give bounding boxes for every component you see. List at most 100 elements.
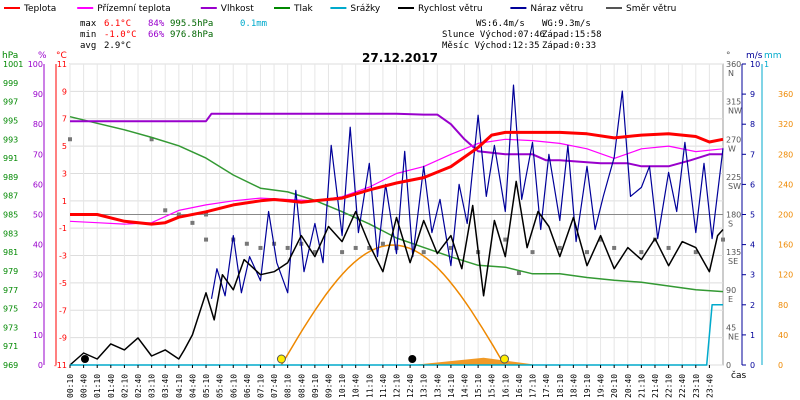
x-tick-label: 12:10 [393,374,402,398]
y-tick-rain-top: 1 [764,60,769,69]
y-tick-rain: 80 [778,301,788,310]
x-tick-label: 13:10 [420,374,429,398]
y-tick-humidity: 60 [33,180,43,189]
wind-dir-dot [258,245,263,250]
y-tick-pressure: 969 [3,361,18,370]
y-tick-humidity: 30 [33,271,43,280]
y-tick-wdir-name: N [728,69,734,78]
sun-marker [500,354,510,364]
x-tick-label: 16:10 [501,374,510,398]
unit-hpa: hPa [2,51,18,61]
legend-item: Náraz větru [530,4,583,14]
y-tick-temp: -11 [54,361,67,370]
x-tick-label: 07:40 [270,374,279,398]
x-tick-label: 04:40 [188,374,197,398]
unit-time: čas [731,370,746,381]
series-temp [70,130,724,226]
series-pressure [69,115,724,293]
x-tick-label: 19:10 [583,374,592,398]
x-tick-label: 22:10 [665,374,674,398]
stat-min-hum: 66% [148,30,165,40]
wind-speed-info: WS:6.4m/s [476,19,525,29]
y-tick-pressure: 989 [3,173,18,182]
y-tick-rain: 360 [778,90,793,99]
y-tick-pressure: 981 [3,248,18,257]
wind-dir-dot [598,237,603,242]
sunrise-info: Slunce Východ:07:46 [442,30,545,40]
y-tick-rain: 40 [778,331,788,340]
x-tick-label: 21:10 [637,374,646,398]
y-tick-humidity: 50 [33,211,43,220]
y-tick-rain: 200 [778,211,793,220]
x-tick-label: 02:40 [134,374,143,398]
x-tick-label: 14:40 [461,374,470,398]
stat-max-press: 995.5hPa [170,19,213,29]
stat-min-press: 976.8hPa [170,30,213,40]
y-tick-wdir: 135 [726,248,741,257]
stat-min-label: min [80,30,96,40]
y-tick-wdir: 180 [726,211,741,220]
x-tick-label: 20:40 [624,374,633,398]
y-tick-humidity: 20 [33,301,43,310]
y-tick-temp: 5 [62,142,67,151]
unit-pct: % [38,51,47,61]
x-tick-label: 13:40 [433,374,442,398]
y-tick-humidity: 90 [33,90,43,99]
x-tick-label: 20:10 [610,374,619,398]
y-tick-wdir: 270 [726,135,741,144]
stat-max-temp: 6.1°C [104,19,131,29]
legend-item: Vlhkost [221,4,254,14]
legend-item: Tlak [293,4,314,14]
unit-mm: mm [764,51,782,61]
y-tick-pressure: 993 [3,135,18,144]
y-tick-wdir: 360 [726,60,741,69]
wind-dir-dot [584,250,589,255]
y-tick-temp: -7 [59,306,67,315]
moonset-info: Západ:0:33 [542,41,596,51]
x-tick-label: 12:40 [406,374,415,398]
y-tick-pressure: 985 [3,211,18,220]
y-tick-temp: -1 [59,224,67,233]
y-tick-pressure: 987 [3,192,18,201]
stat-max-rain: 0.1mm [240,19,267,29]
y-tick-temp: 3 [62,169,67,178]
y-tick-wdir: 90 [726,286,736,295]
y-tick-wind: 0 [750,361,755,370]
y-tick-wdir-name: NW [728,107,742,116]
x-tick-label: 22:40 [678,374,687,398]
y-tick-humidity: 0 [38,361,43,370]
chart-title: 27.12.2017 [362,51,438,65]
x-tick-label: 23:10 [692,374,701,398]
wind-dir-dot [204,212,209,217]
x-tick-label: 01:40 [107,374,116,398]
wind-dir-dot [721,237,725,242]
x-tick-label: 11:40 [379,374,388,398]
sunset-info: Západ:15:58 [542,30,602,40]
x-tick-label: 03:10 [148,374,157,398]
y-tick-rain: 120 [778,271,793,280]
y-tick-pressure: 991 [3,154,18,163]
y-tick-wind: 6 [750,180,755,189]
legend-item: Teplota [23,4,56,14]
legend-item: Srážky [350,4,381,14]
x-tick-label: 03:40 [161,374,170,398]
y-tick-pressure: 975 [3,305,18,314]
wind-dir-dot [353,245,358,250]
y-tick-rain: 160 [778,241,793,250]
x-tick-label: 00:10 [66,374,75,398]
wind-dir-dot [557,245,562,250]
x-tick-label: 09:10 [311,374,320,398]
y-tick-wdir: 225 [726,173,741,182]
x-tick-label: 18:40 [569,374,578,398]
y-tick-wind: 7 [750,150,755,159]
wind-dir-dot [693,250,698,255]
y-tick-temp: -5 [59,279,67,288]
moon-fill [412,357,538,365]
wind-dir-dot [285,245,290,250]
y-tick-pressure: 977 [3,286,18,295]
x-tick-label: 02:10 [120,374,129,398]
y-tick-humidity: 10 [33,331,43,340]
y-tick-wdir: 0 [726,361,731,370]
unit-ms: m/s [746,51,763,61]
